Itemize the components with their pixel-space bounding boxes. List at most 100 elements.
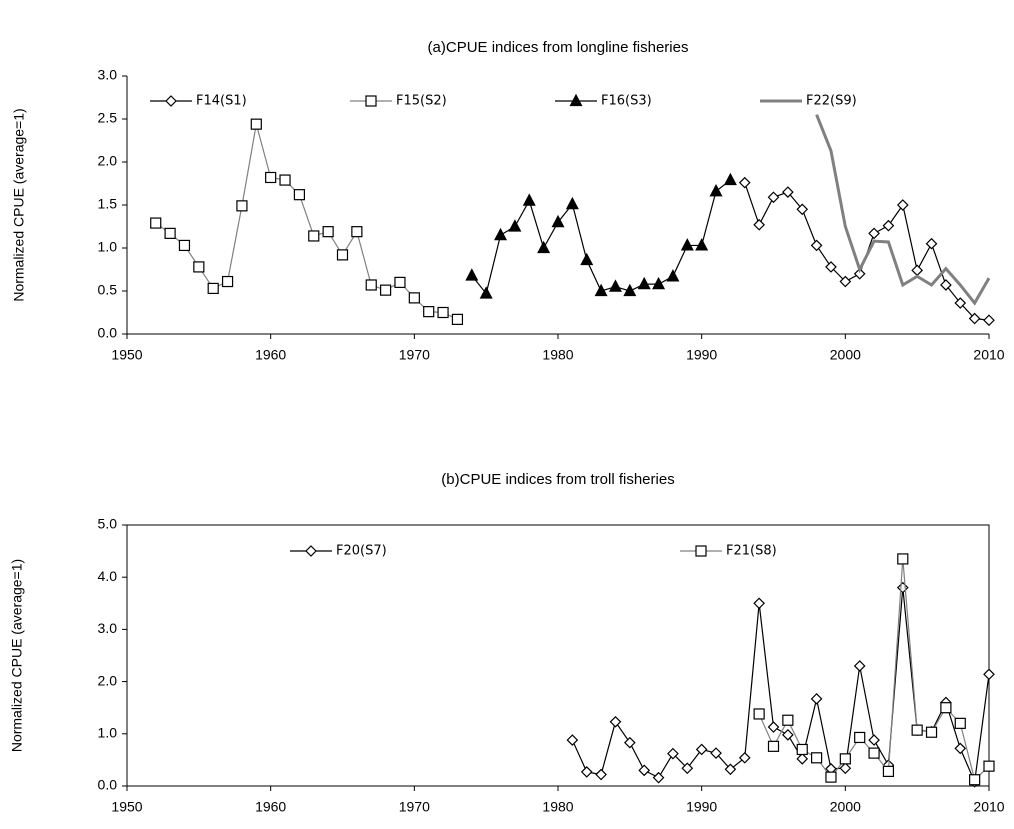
y-tick-label: 2.5 — [98, 110, 118, 126]
data-point — [853, 660, 866, 672]
data-point — [911, 264, 924, 277]
series-line — [744, 182, 990, 321]
data-point — [595, 768, 607, 781]
data-point — [983, 314, 995, 327]
legend-marker — [569, 93, 583, 107]
data-point — [868, 734, 880, 746]
data-point — [537, 240, 551, 254]
data-point — [796, 743, 808, 756]
data-point — [767, 740, 780, 752]
x-tick-label: 1960 — [255, 799, 286, 815]
x-tick-label: 1990 — [686, 347, 717, 363]
data-point — [551, 214, 565, 228]
x-tick-label: 1980 — [542, 799, 573, 815]
data-point — [609, 715, 622, 728]
series-line — [155, 124, 458, 320]
data-point — [954, 742, 967, 755]
data-point — [652, 771, 665, 784]
y-tick-label: 0.0 — [98, 777, 118, 793]
data-point — [637, 276, 651, 290]
data-point — [250, 118, 262, 130]
data-point — [723, 172, 737, 186]
legend-label: F20(S7) — [336, 544, 387, 559]
data-point — [638, 764, 651, 777]
data-point — [896, 199, 909, 211]
x-tick-label: 1950 — [111, 799, 142, 815]
data-point — [380, 284, 392, 296]
data-point — [983, 668, 995, 681]
x-tick-label: 2010 — [973, 799, 1004, 815]
data-point — [839, 762, 852, 775]
data-point — [666, 269, 680, 282]
legend-label: F14(S1) — [196, 94, 247, 109]
data-point — [308, 230, 320, 242]
data-point — [925, 726, 938, 738]
legend-marker — [365, 95, 377, 107]
data-point — [710, 747, 722, 759]
data-point — [580, 252, 594, 266]
y-axis-label: Normalized CPUE (average=1) — [11, 108, 27, 301]
data-point — [293, 189, 305, 201]
y-tick-label: 1.0 — [98, 725, 118, 741]
data-point — [954, 717, 966, 729]
data-point — [810, 692, 823, 705]
data-point — [236, 200, 248, 212]
data-point — [207, 282, 219, 295]
data-point — [394, 276, 406, 288]
data-point — [954, 297, 967, 309]
data-point — [753, 597, 765, 610]
data-point — [839, 275, 852, 288]
data-point — [164, 227, 176, 239]
data-point — [408, 292, 420, 304]
data-point — [709, 183, 723, 197]
x-tick-label: 1970 — [399, 799, 430, 815]
data-point — [854, 731, 866, 744]
data-point — [580, 766, 593, 778]
data-point — [969, 774, 981, 786]
data-point — [336, 249, 349, 261]
data-point — [437, 306, 449, 319]
data-point — [724, 763, 737, 776]
y-tick-label: 1.5 — [98, 196, 118, 212]
data-point — [796, 753, 809, 765]
data-point — [508, 219, 522, 232]
y-tick-label: 0.0 — [98, 325, 118, 341]
x-tick-label: 1980 — [542, 347, 573, 363]
y-tick-label: 3.0 — [98, 67, 118, 83]
y-tick-label: 0.5 — [98, 282, 118, 298]
legend-label: F22(S9) — [806, 94, 857, 109]
x-tick-label: 2000 — [830, 347, 861, 363]
data-point — [695, 743, 708, 756]
data-point — [522, 193, 536, 206]
data-point — [738, 751, 751, 764]
data-point — [423, 306, 435, 318]
data-point — [868, 747, 880, 759]
data-point — [193, 261, 205, 273]
data-point — [839, 753, 851, 765]
series-line — [571, 587, 990, 785]
legend-marker — [165, 95, 177, 107]
data-point — [767, 191, 780, 204]
data-point — [566, 734, 579, 746]
data-point — [882, 765, 895, 777]
legend-label: F16(S3) — [601, 94, 652, 109]
data-point — [623, 283, 637, 297]
data-point — [810, 752, 823, 764]
chart-title: (b)CPUE indices from troll fisheries — [441, 471, 674, 488]
series-line — [471, 179, 731, 295]
legend-marker — [695, 545, 707, 557]
data-point — [782, 714, 794, 726]
legend-label: F15(S2) — [396, 94, 447, 109]
series-line — [815, 114, 991, 306]
x-tick-label: 2000 — [830, 799, 861, 815]
y-tick-label: 2.0 — [98, 153, 118, 169]
data-point — [753, 218, 765, 231]
y-tick-label: 5.0 — [98, 516, 118, 532]
x-tick-label: 1970 — [399, 347, 430, 363]
y-tick-label: 2.0 — [98, 672, 118, 688]
data-point — [940, 702, 952, 714]
data-point — [796, 203, 809, 216]
data-point — [150, 217, 162, 229]
y-axis-label: Normalized CPUE (average=1) — [9, 559, 25, 752]
data-point — [940, 279, 952, 291]
